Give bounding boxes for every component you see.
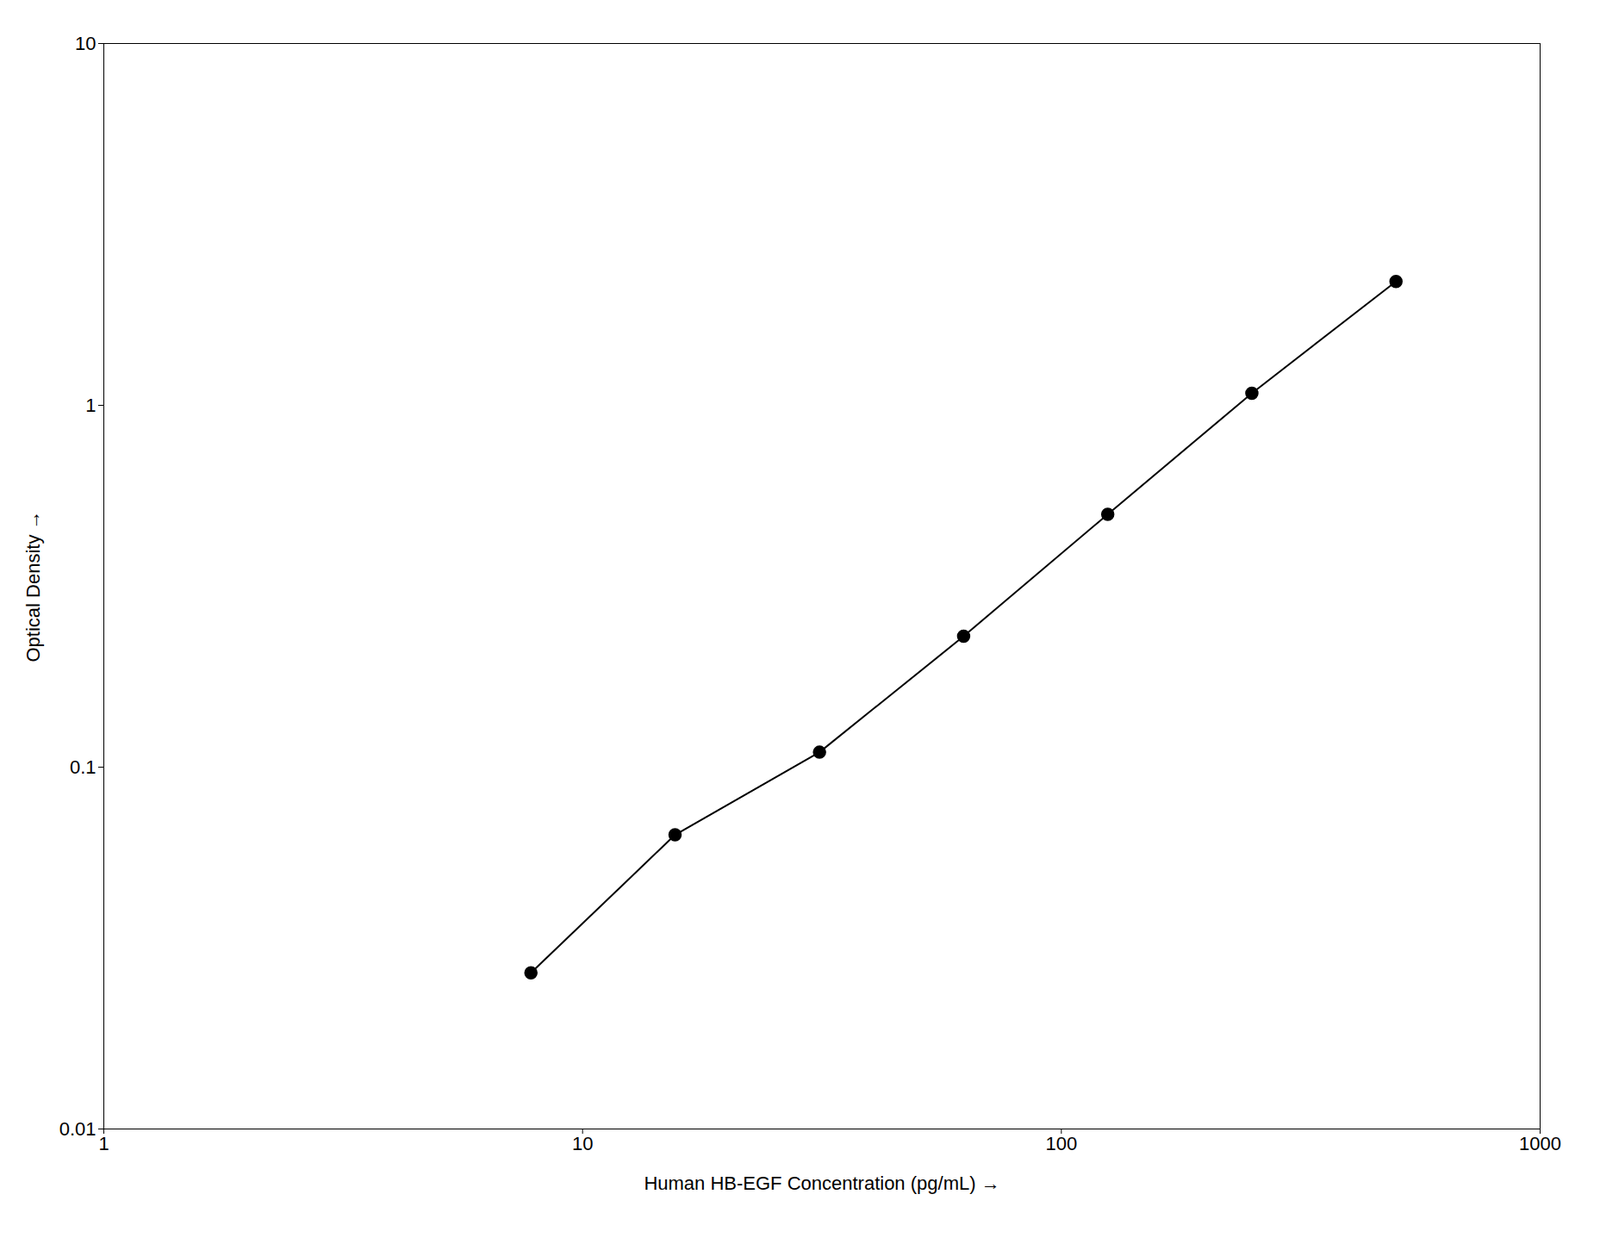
svg-text:0.1: 0.1 [69, 756, 97, 779]
svg-text:Human HB-EGF Concentration (pg: Human HB-EGF Concentration (pg/mL) → [643, 1172, 1000, 1195]
svg-text:Optical Density →: Optical Density → [22, 510, 44, 662]
svg-text:1: 1 [98, 1133, 109, 1155]
svg-text:1000: 1000 [1519, 1133, 1562, 1155]
svg-text:0.01: 0.01 [59, 1118, 97, 1140]
svg-text:10: 10 [74, 32, 96, 55]
svg-text:1: 1 [85, 394, 96, 417]
svg-text:10: 10 [572, 1133, 593, 1155]
svg-text:100: 100 [1045, 1133, 1078, 1155]
